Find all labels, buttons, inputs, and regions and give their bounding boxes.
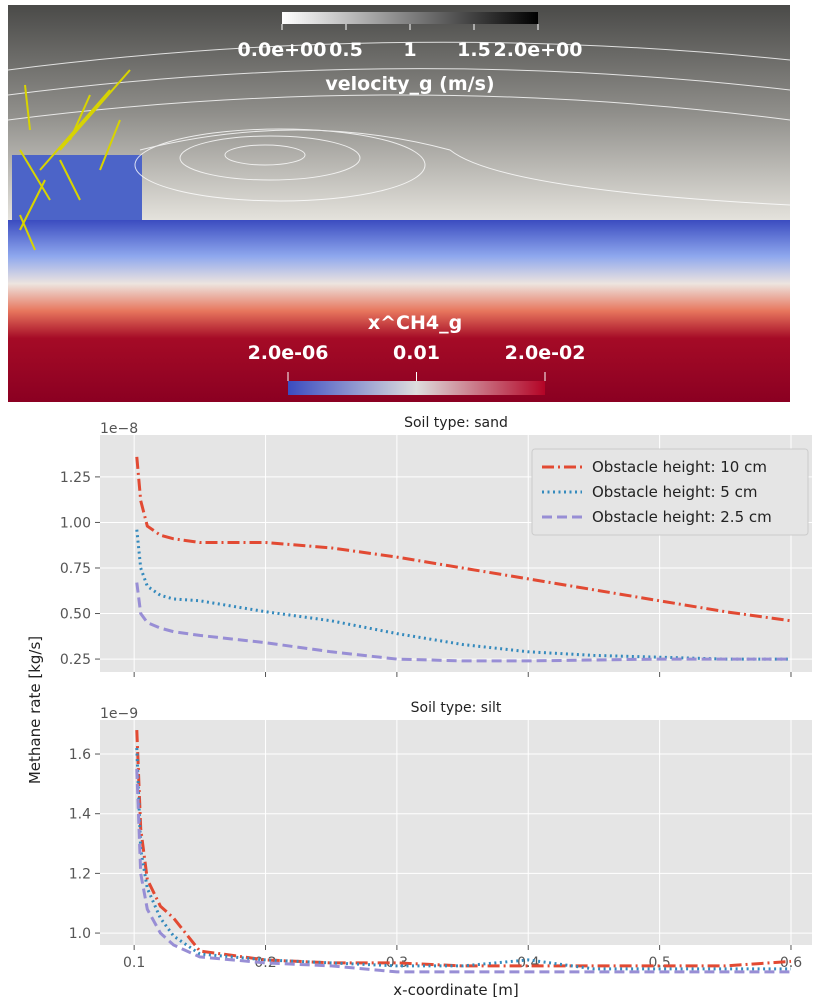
colorbar-tick-label: 1 (403, 39, 416, 61)
legend-label: Obstacle height: 5 cm (592, 483, 757, 501)
colorbar-tick-label: 1.5 (457, 39, 491, 61)
series-line (135, 529, 791, 661)
x-tick-label: 0.6 (780, 955, 802, 971)
plot-area (100, 720, 812, 945)
offset-label: 1e−9 (100, 706, 138, 722)
legend-label: Obstacle height: 10 cm (592, 458, 767, 476)
y-tick-label: 0.25 (60, 652, 91, 668)
legend-box (531, 448, 809, 536)
y-tick-label: 1.25 (60, 470, 91, 486)
y-tick-label: 0.50 (60, 607, 91, 623)
chart-title: Soil type: sand (404, 415, 508, 431)
colorbar-tick-label: 2.0e-02 (505, 342, 586, 364)
x-tick-label: 0.1 (123, 955, 145, 971)
offset-label: 1e−8 (100, 421, 138, 437)
series-line (135, 768, 791, 974)
colorbar-label: velocity_g (m/s) (325, 73, 494, 95)
x-axis-label: x-coordinate [m] (393, 981, 518, 999)
y-tick-label: 1.6 (69, 747, 91, 763)
velocity-colorbar (282, 12, 538, 24)
methane-colorbar (288, 381, 545, 395)
y-tick-label: 1.2 (69, 866, 91, 882)
colorbar-tick-label: 0.01 (393, 342, 440, 364)
legend-label: Obstacle height: 2.5 cm (592, 508, 772, 526)
simulation: velocity_g (m/s) x^CH4_g (7, 5, 791, 402)
colorbar-tick-label: 2.0e+00 (494, 39, 583, 61)
y-tick-label: 1.0 (69, 926, 91, 942)
chart-title: Soil type: silt (411, 700, 502, 716)
y-tick-label: 1.00 (60, 515, 91, 531)
x-tick-label: 0.4 (517, 955, 539, 971)
y-axis-label: Methane rate [kg/s] (26, 636, 44, 784)
colorbar-label: x^CH4_g (368, 312, 462, 334)
soil-field (8, 220, 790, 402)
obstacle (12, 155, 142, 220)
series-line (135, 748, 791, 971)
streamlines (7, 41, 791, 206)
series-line (135, 456, 792, 623)
y-tick-label: 1.4 (69, 807, 91, 823)
velocity-arrows (19, 69, 131, 251)
colorbar-tick-label: 0.5 (329, 39, 363, 61)
series-line (135, 582, 791, 663)
series-line (135, 730, 792, 968)
y-tick-label: 0.75 (60, 561, 91, 577)
colorbar-tick-label: 2.0e-06 (248, 342, 329, 364)
colorbar-tick-label: 0.0e+00 (238, 39, 327, 61)
